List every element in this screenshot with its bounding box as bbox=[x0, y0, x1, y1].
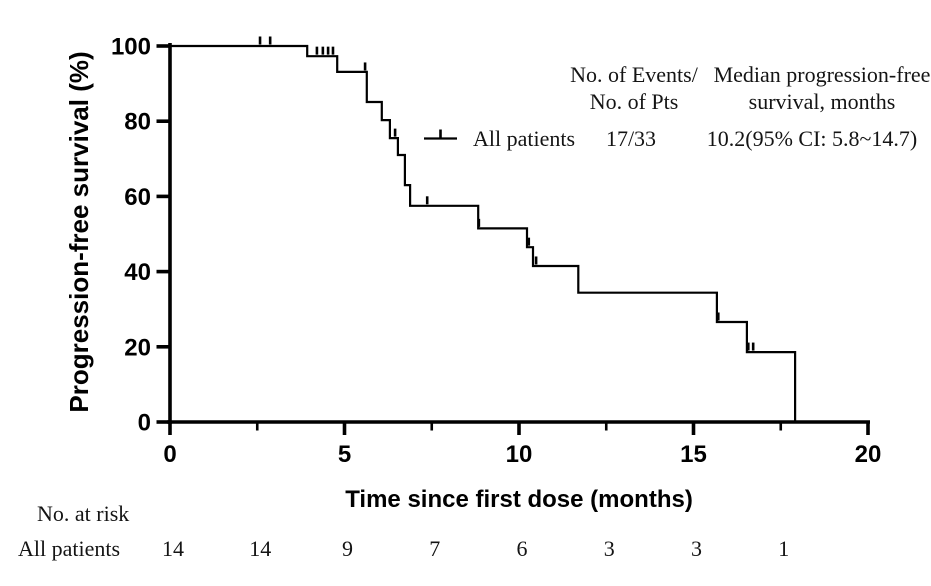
y-tick-label: 100 bbox=[111, 34, 151, 61]
at-risk-value: 6 bbox=[517, 536, 528, 561]
legend-key-icon bbox=[424, 129, 457, 140]
summary-table: No. of Events/ No. of Pts Median progres… bbox=[424, 62, 930, 151]
risk-values-row: 14 14 9 7 6 3 3 1 bbox=[162, 536, 789, 561]
km-curve-layer bbox=[170, 36, 797, 422]
x-axis-title: Time since first dose (months) bbox=[345, 486, 693, 513]
y-tick-label: 20 bbox=[124, 334, 151, 361]
y-axis-title: Progression-free survival (%) bbox=[64, 51, 94, 412]
at-risk-value: 3 bbox=[691, 536, 702, 561]
median-header-line2: survival, months bbox=[749, 89, 896, 114]
at-risk-value: 9 bbox=[342, 536, 353, 561]
at-risk-value: 3 bbox=[604, 536, 615, 561]
y-tick-label: 40 bbox=[124, 259, 151, 286]
x-tick-label: 0 bbox=[163, 441, 176, 468]
x-tick-label: 20 bbox=[855, 441, 882, 468]
median-header-line1: Median progression-free bbox=[714, 62, 931, 87]
y-tick-label: 80 bbox=[124, 109, 151, 136]
y-tick-label: 60 bbox=[124, 184, 151, 211]
risk-table-title: No. at risk bbox=[37, 501, 129, 526]
axes: 0 20 40 60 80 100 0 5 10 15 20 bbox=[111, 34, 881, 469]
x-tick-label: 5 bbox=[338, 441, 351, 468]
events-value: 17/33 bbox=[606, 126, 656, 151]
x-tick-label: 15 bbox=[680, 441, 707, 468]
x-tick-label: 10 bbox=[506, 441, 533, 468]
km-curve bbox=[170, 44, 797, 422]
at-risk-value: 1 bbox=[778, 536, 789, 561]
legend-series-label: All patients bbox=[473, 126, 575, 151]
events-header-line2: No. of Pts bbox=[590, 89, 679, 114]
number-at-risk-table: No. at risk All patients 14 14 9 7 6 3 3 1 bbox=[18, 501, 789, 561]
at-risk-value: 14 bbox=[249, 536, 271, 561]
at-risk-value: 14 bbox=[162, 536, 184, 561]
risk-row-label: All patients bbox=[18, 536, 120, 561]
at-risk-value: 7 bbox=[429, 536, 440, 561]
y-tick-label: 0 bbox=[138, 410, 151, 437]
median-value: 10.2(95% CI: 5.8~14.7) bbox=[707, 126, 918, 151]
events-header-line1: No. of Events/ bbox=[570, 62, 699, 87]
